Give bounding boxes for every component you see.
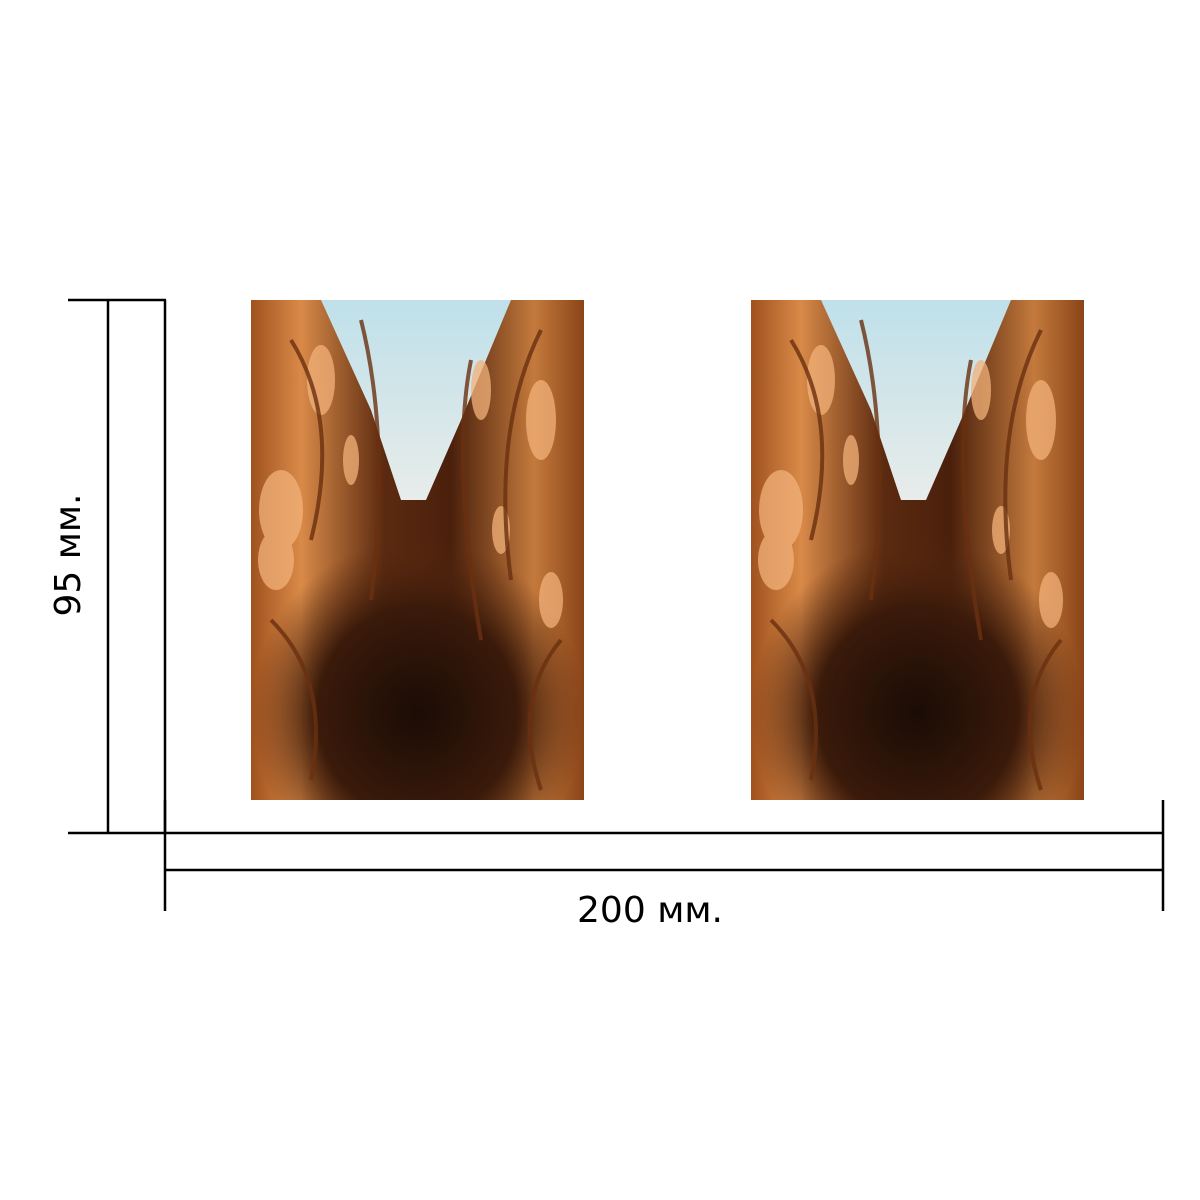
height-label: 95 мм. <box>48 493 89 616</box>
width-dimension: 200 мм. <box>163 800 1165 931</box>
product-photo <box>249 298 586 802</box>
product-photo <box>749 298 1086 802</box>
height-dimension: 95 мм. <box>48 298 167 835</box>
width-label: 200 мм. <box>577 890 723 931</box>
